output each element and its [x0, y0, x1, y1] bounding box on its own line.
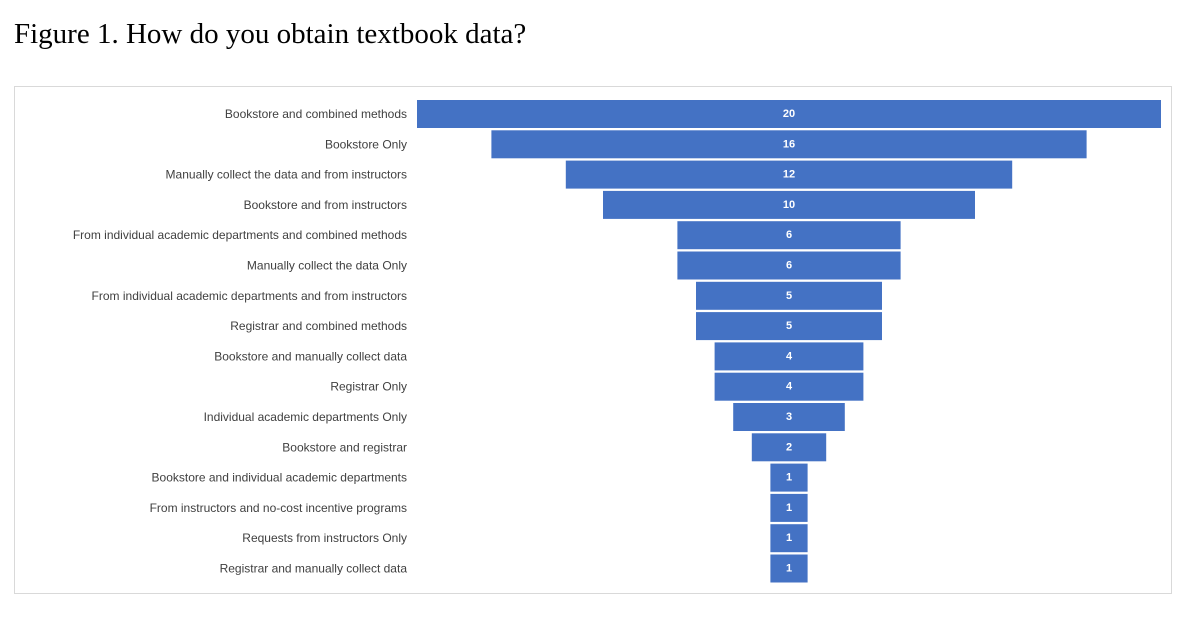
- bar-value-label: 16: [783, 138, 795, 150]
- bar-value-label: 20: [783, 108, 795, 120]
- funnel-bar: [603, 190, 975, 219]
- category-label: Manually collect the data Only: [247, 259, 407, 273]
- data-labels: 20 16 12 10 6 6 5 5 4 4 3 2 1 1 1 1: [783, 108, 795, 575]
- category-label: Bookstore Only: [325, 137, 407, 151]
- bar-value-label: 4: [786, 381, 793, 393]
- bar-value-label: 12: [783, 169, 795, 181]
- funnel-bar: [677, 221, 901, 250]
- category-label: Registrar and manually collect data: [220, 562, 408, 576]
- bar-value-label: 6: [786, 260, 792, 272]
- funnel-bar: [714, 342, 864, 371]
- category-label: Bookstore and combined methods: [225, 107, 407, 121]
- bar-value-label: 2: [786, 441, 792, 453]
- bar-value-label: 1: [786, 502, 792, 514]
- funnel-bar: [714, 372, 864, 401]
- funnel-bar: [696, 312, 882, 341]
- bar-value-label: 10: [783, 199, 795, 211]
- category-label: Bookstore and registrar: [282, 440, 407, 454]
- category-label: Manually collect the data and from instr…: [166, 168, 407, 182]
- funnel-bar: [677, 251, 901, 280]
- category-label: Bookstore and manually collect data: [214, 349, 407, 363]
- category-label: From instructors and no-cost incentive p…: [150, 501, 407, 515]
- bar-value-label: 5: [786, 320, 792, 332]
- category-label: Individual academic departments Only: [204, 410, 407, 424]
- funnel-bar: [770, 463, 808, 492]
- bar-value-label: 3: [786, 411, 792, 423]
- category-label: Bookstore and individual academic depart…: [152, 471, 407, 485]
- bar-value-label: 5: [786, 290, 792, 302]
- category-label: Bookstore and from instructors: [244, 198, 407, 212]
- funnel-bar: [751, 433, 827, 462]
- category-label: Registrar and combined methods: [230, 319, 407, 333]
- figure-caption: Figure 1. How do you obtain textbook dat…: [14, 18, 527, 50]
- bar-value-label: 4: [786, 350, 793, 362]
- bar-value-label: 1: [786, 563, 792, 575]
- funnel-chart: Bookstore and combined methods Bookstore …: [73, 100, 1161, 583]
- funnel-bar: [565, 160, 1013, 189]
- funnel-bar: [770, 554, 808, 583]
- bar-value-label: 6: [786, 229, 792, 241]
- category-label: Requests from instructors Only: [242, 531, 407, 545]
- funnel-bar: [696, 281, 882, 310]
- bar-value-label: 1: [786, 472, 792, 484]
- bars: [417, 100, 1161, 583]
- funnel-bar: [770, 524, 808, 553]
- chart-frame: Bookstore and combined methods Bookstore …: [14, 86, 1172, 594]
- funnel-bar: [770, 493, 808, 522]
- category-label: From individual academic departments and…: [73, 228, 407, 242]
- funnel-bar: [417, 100, 1161, 128]
- funnel-bar: [733, 403, 845, 431]
- category-label: Registrar Only: [330, 380, 407, 394]
- category-label: From individual academic departments and…: [92, 289, 407, 303]
- funnel-bar: [491, 130, 1087, 159]
- bar-value-label: 1: [786, 532, 792, 544]
- category-labels: Bookstore and combined methods Bookstore …: [73, 107, 407, 576]
